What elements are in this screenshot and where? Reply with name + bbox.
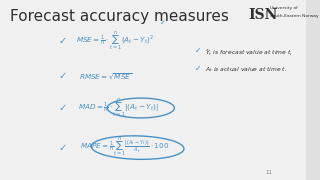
Text: 11: 11 xyxy=(266,170,273,175)
Text: $\hat{Y}_t$ is forecast value at time $t$,: $\hat{Y}_t$ is forecast value at time $t… xyxy=(205,47,292,58)
Text: ✓: ✓ xyxy=(58,36,67,46)
Text: $MAPE = \frac{1}{n} \sum_{t=1}^{n}\frac{|(A_t - Y_t)|}{A_t} \cdot 100$: $MAPE = \frac{1}{n} \sum_{t=1}^{n}\frac{… xyxy=(80,136,169,159)
Text: Forecast accuracy measures: Forecast accuracy measures xyxy=(10,9,228,24)
Text: ✓: ✓ xyxy=(58,103,67,113)
Text: ✓: ✓ xyxy=(160,20,166,26)
Bar xyxy=(306,0,320,180)
Text: $RMSE = \sqrt{MSE}$: $RMSE = \sqrt{MSE}$ xyxy=(79,71,132,81)
Text: $A_t$ is actual value at time $t$.: $A_t$ is actual value at time $t$. xyxy=(205,65,287,74)
Text: ✓: ✓ xyxy=(195,46,202,55)
Text: South-Eastern Norway: South-Eastern Norway xyxy=(270,14,319,17)
Text: University of: University of xyxy=(270,6,298,10)
Text: ISN: ISN xyxy=(248,8,277,22)
Text: $MAD = \frac{1}{n} \cdot \sum_{t=1}^{n}|(A_t - Y_t)|$: $MAD = \frac{1}{n} \cdot \sum_{t=1}^{n}|… xyxy=(78,96,159,120)
Text: ✓: ✓ xyxy=(195,64,202,73)
Text: ✓: ✓ xyxy=(58,143,67,153)
Text: ✓: ✓ xyxy=(58,71,67,81)
Text: $MSE = \frac{1}{n} \cdot \sum_{t=1}^{n}(A_t - Y_t)^2$: $MSE = \frac{1}{n} \cdot \sum_{t=1}^{n}(… xyxy=(76,30,154,53)
